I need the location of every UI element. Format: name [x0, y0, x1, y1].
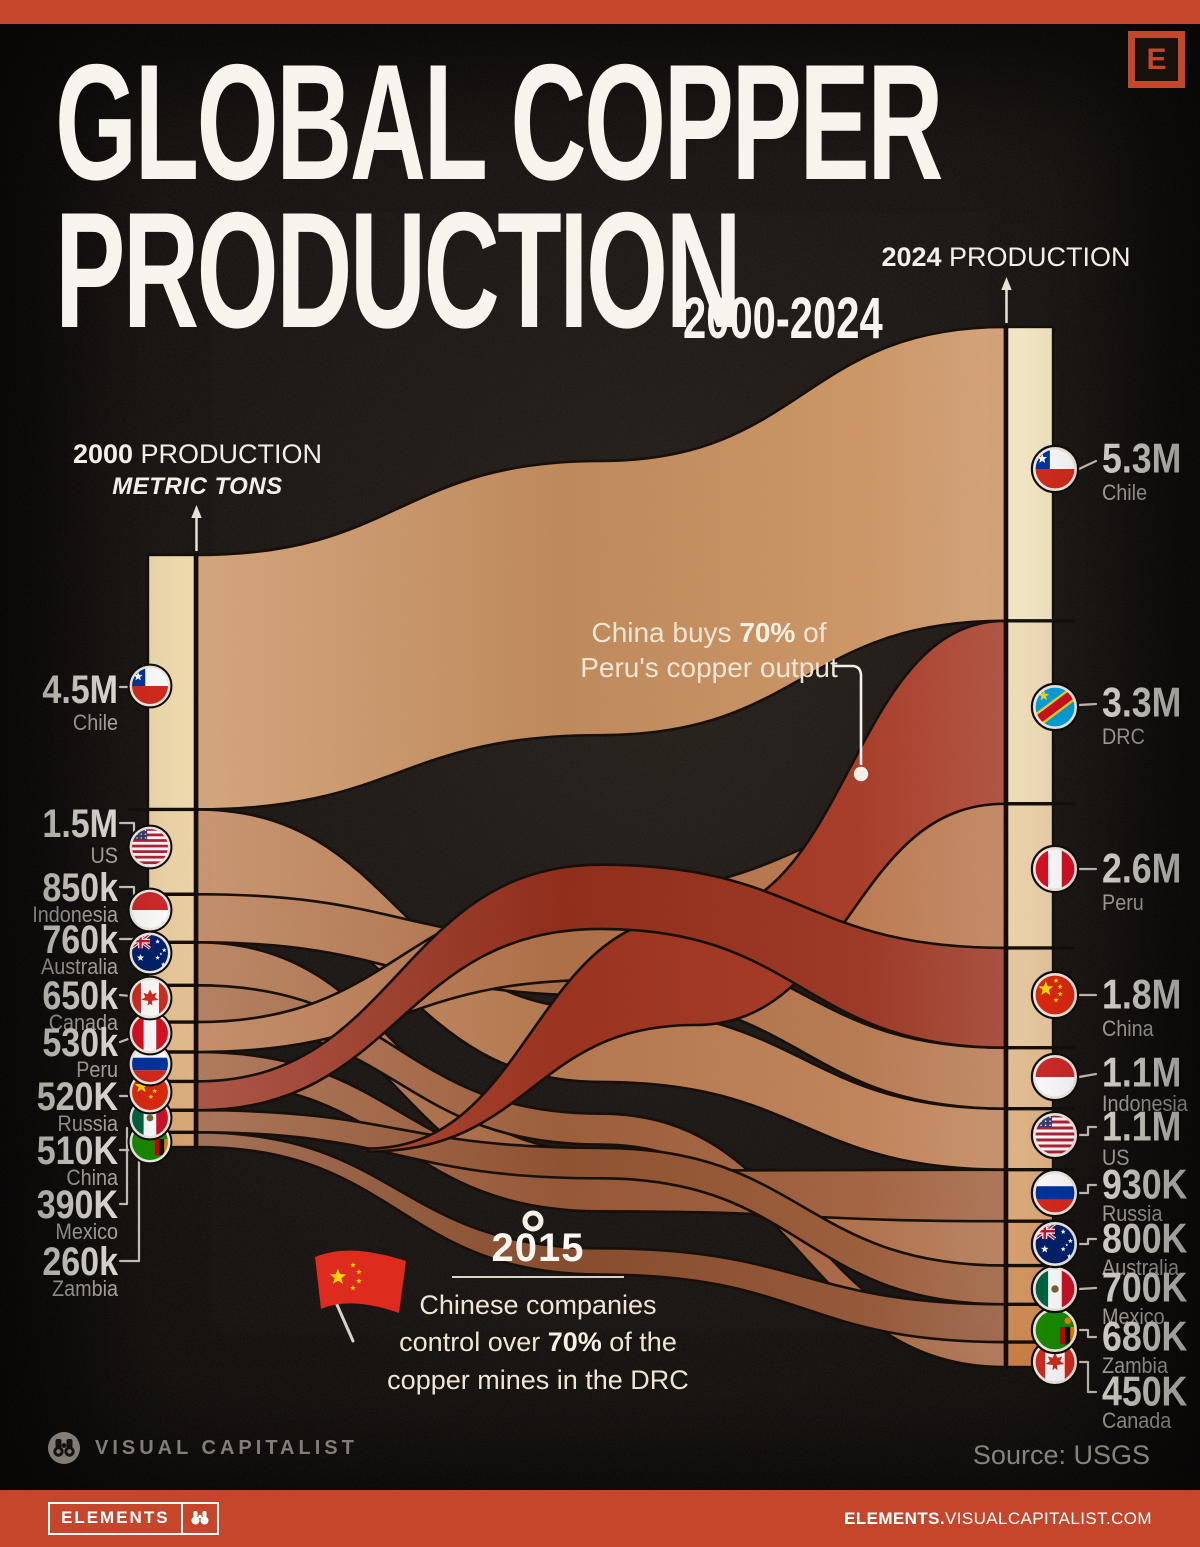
- left-axis-title: 2000 PRODUCTION METRIC TONS: [60, 438, 335, 502]
- page-title-line1: GLOBAL COPPER: [55, 30, 943, 214]
- annotation-drc-line2: control over: [399, 1327, 548, 1358]
- annotation-drc-line2b: of the: [601, 1327, 677, 1358]
- page-title-line2: PRODUCTION: [55, 178, 742, 362]
- annotation-drc-2015: 2015 Chinese companies control over 70% …: [370, 1228, 706, 1399]
- annotation-drc-line1: Chinese companies: [419, 1290, 657, 1320]
- right-axis-title: 2024 PRODUCTION: [870, 241, 1142, 275]
- elements-e-logo: E: [1128, 31, 1185, 88]
- elements-footer-label: ELEMENTS: [48, 1502, 183, 1535]
- footer-url-rest: VISUALCAPITALIST.COM: [944, 1508, 1152, 1528]
- source-note: Source: USGS: [972, 1440, 1150, 1470]
- right-axis-text: PRODUCTION: [949, 242, 1131, 272]
- annotation-drc-divider: [452, 1276, 624, 1278]
- annotation-peru-line2: Peru's copper output: [580, 652, 838, 683]
- footer-url-bold: ELEMENTS.: [844, 1508, 945, 1528]
- elements-footer-badge: ELEMENTS: [48, 1502, 219, 1535]
- left-axis-unit: METRIC TONS: [112, 472, 283, 500]
- top-accent-bar: [0, 0, 1200, 24]
- page-subtitle: 2000-2024: [683, 286, 883, 351]
- annotation-drc-year: 2015: [491, 1226, 585, 1270]
- annotation-peru-china: China buys 70% of Peru's copper output: [548, 615, 870, 685]
- left-axis-year: 2000: [72, 439, 134, 469]
- annotation-peru-bold: 70%: [739, 617, 796, 648]
- annotation-drc-line3: copper mines in the DRC: [387, 1364, 689, 1395]
- binoculars-icon: [48, 1432, 80, 1464]
- elements-e-letter: E: [1146, 42, 1167, 76]
- elements-footer-icon: [182, 1502, 219, 1535]
- right-axis-year: 2024: [881, 242, 942, 272]
- annotation-peru-text2: of: [795, 617, 827, 648]
- visual-capitalist-credit: VISUAL CAPITALIST: [46, 1430, 358, 1466]
- footer-bar: ELEMENTS ELEMENTS.VISUALCAPITALIST.COM: [0, 1490, 1200, 1547]
- credit-text: VISUAL CAPITALIST: [95, 1436, 358, 1459]
- annotation-drc-line2-bold: 70%: [547, 1327, 602, 1358]
- footer-url: ELEMENTS.VISUALCAPITALIST.COM: [844, 1509, 1152, 1529]
- annotation-peru-text: China buys: [591, 617, 740, 648]
- binoculars-mini-icon: [191, 1511, 209, 1525]
- left-axis-text: PRODUCTION: [140, 439, 323, 469]
